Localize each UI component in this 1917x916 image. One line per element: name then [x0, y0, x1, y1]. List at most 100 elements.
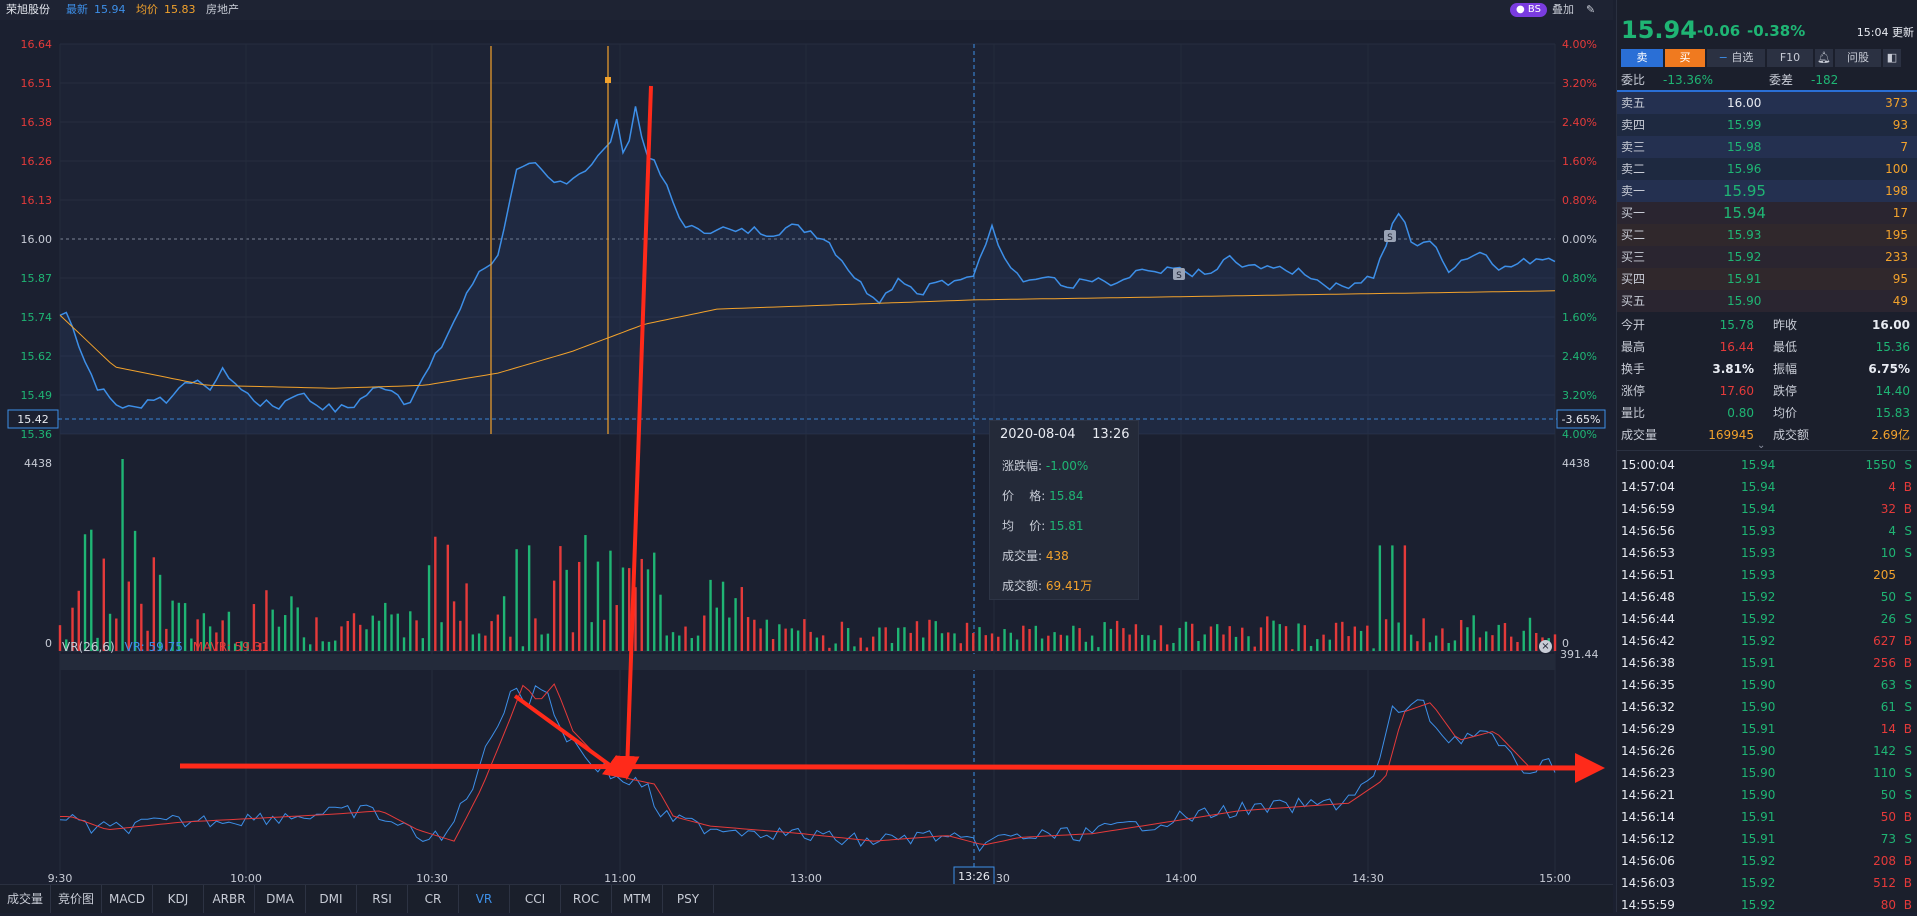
f10-button[interactable]: F10	[1767, 49, 1813, 67]
trade-volume: 10	[1881, 542, 1896, 564]
volume-bar	[484, 636, 486, 651]
buy-button[interactable]: 买	[1665, 49, 1705, 67]
volume-bar	[440, 622, 442, 651]
bell-icon[interactable]: 🔔︎	[1815, 49, 1833, 67]
tab-dmi[interactable]: DMI	[306, 885, 357, 913]
trade-volume: 73	[1881, 828, 1896, 850]
volume-bar	[415, 620, 417, 651]
tab-vr[interactable]: VR	[459, 885, 510, 913]
volume-bar	[1554, 634, 1556, 651]
orderbook-row[interactable]: 卖五 16.00 373	[1617, 92, 1917, 114]
volume-bar	[1066, 635, 1068, 651]
stat-value: 16.44	[1720, 336, 1754, 358]
volume-bar	[522, 646, 524, 651]
volume-bar	[866, 647, 868, 651]
stat-value: 6.75%	[1868, 358, 1910, 380]
volume-bar	[534, 618, 536, 651]
orderbook-row[interactable]: 卖三 15.98 7	[1617, 136, 1917, 158]
volume-bar	[597, 562, 599, 651]
trade-time: 14:56:38	[1621, 652, 1675, 674]
volume-bar	[1022, 626, 1024, 651]
orderbook-volume: 195	[1885, 224, 1908, 246]
panel-toggle-icon[interactable]: ◧	[1883, 49, 1901, 67]
orderbook-row[interactable]: 买四 15.91 95	[1617, 268, 1917, 290]
trade-row: 14:56:35 15.90 63 S	[1617, 674, 1917, 696]
orderbook-volume: 93	[1893, 114, 1908, 136]
orderbook-row[interactable]: 卖四 15.99 93	[1617, 114, 1917, 136]
orderbook-price: 15.94	[1723, 202, 1766, 224]
volume-bar	[1510, 637, 1512, 651]
quote-update-time: 15:04 更新	[1857, 24, 1914, 40]
orderbook-price: 15.95	[1723, 180, 1766, 202]
volume-bar	[1229, 626, 1231, 651]
volume-bar	[1523, 631, 1525, 651]
volume-bar	[296, 607, 298, 651]
weicha-label: 委差	[1769, 70, 1793, 90]
trade-volume: 50	[1881, 806, 1896, 828]
tab-rsi[interactable]: RSI	[357, 885, 408, 913]
tooltip-price-label: 价 格:	[1002, 489, 1045, 503]
trade-time: 14:56:29	[1621, 718, 1675, 740]
sell-button[interactable]: 卖	[1621, 49, 1663, 67]
orderbook-row[interactable]: 卖二 15.96 100	[1617, 158, 1917, 180]
orderbook-row[interactable]: 买一 15.94 17	[1617, 202, 1917, 224]
hover-tooltip: 2020-08-04 13:26 涨跌幅: -1.00% 价 格: 15.84 …	[989, 420, 1139, 600]
volume-bar	[803, 619, 805, 651]
orderbook-row[interactable]: 买三 15.92 233	[1617, 246, 1917, 268]
pct-tick-label: 2.40%	[1562, 116, 1597, 129]
volume-max-label: 4438	[24, 457, 52, 470]
tooltip-avg-row: 均 价: 15.81	[1002, 517, 1084, 534]
tab-cr[interactable]: CR	[408, 885, 459, 913]
pct-tick-label: 1.60%	[1562, 311, 1597, 324]
tab-mtm[interactable]: MTM	[612, 885, 663, 913]
trade-row: 14:56:32 15.90 61 S	[1617, 696, 1917, 718]
orderbook-row[interactable]: 买五 15.90 49	[1617, 290, 1917, 312]
time-cursor-label: 13:26	[958, 870, 990, 883]
weibi-row: 委比 -13.36% 委差 -182	[1617, 70, 1917, 92]
quote-price: 15.94	[1621, 16, 1697, 44]
trade-time: 14:56:35	[1621, 674, 1675, 696]
ask-button[interactable]: 问股	[1835, 49, 1881, 67]
orderbook-price: 15.99	[1727, 114, 1761, 136]
intraday-chart[interactable]: 16.64 16.51 16.38 16.26 16.13 16.00 15.87 15.74…	[0, 0, 1613, 912]
tab-成交量[interactable]: 成交量	[0, 885, 51, 913]
indicator-header: VR(26,6) VR: 59.75 MAVR: 59.31	[62, 638, 269, 656]
orderbook-row[interactable]: 卖一 15.95 198	[1617, 180, 1917, 202]
volume-bar	[709, 580, 711, 651]
trade-time: 14:56:56	[1621, 520, 1675, 542]
stat-label: 涨停	[1621, 380, 1645, 402]
tab-psy[interactable]: PSY	[663, 885, 714, 913]
stats-row: 涨停 17.60 跌停 14.40	[1617, 380, 1917, 402]
tooltip-amount-label: 成交额:	[1002, 579, 1042, 593]
volume-bar	[828, 648, 830, 651]
tab-竞价图[interactable]: 竞价图	[51, 885, 102, 913]
volume-bar	[565, 570, 567, 651]
volume-bar	[1135, 624, 1137, 651]
volume-bar	[1379, 545, 1381, 651]
volume-bar	[578, 562, 580, 651]
marker-handle[interactable]	[605, 77, 611, 83]
stat-value: 14.40	[1876, 380, 1910, 402]
volume-bar	[1091, 636, 1093, 651]
volume-bar	[772, 639, 774, 651]
trade-marker-label: S	[1387, 233, 1393, 243]
mavr-value: MAVR: 59.31	[193, 640, 269, 654]
tab-cci[interactable]: CCI	[510, 885, 561, 913]
trade-side: S	[1904, 828, 1912, 850]
pct-tick-label: 0.80%	[1562, 272, 1597, 285]
stat-label: 最低	[1773, 336, 1797, 358]
volume-bar	[365, 629, 367, 651]
tab-kdj[interactable]: KDJ	[153, 885, 204, 913]
volume-bar	[1185, 622, 1187, 651]
watch-button[interactable]: − 自选	[1707, 49, 1765, 67]
trade-row: 14:56:53 15.93 10 S	[1617, 542, 1917, 564]
tab-dma[interactable]: DMA	[255, 885, 306, 913]
trade-side: B	[1904, 630, 1912, 652]
tab-macd[interactable]: MACD	[102, 885, 153, 913]
volume-bar	[315, 617, 317, 651]
tab-roc[interactable]: ROC	[561, 885, 612, 913]
tab-arbr[interactable]: ARBR	[204, 885, 255, 913]
indicator-close-icon[interactable]: ×	[1539, 640, 1552, 653]
orderbook-row[interactable]: 买二 15.93 195	[1617, 224, 1917, 246]
volume-bar	[1204, 634, 1206, 651]
